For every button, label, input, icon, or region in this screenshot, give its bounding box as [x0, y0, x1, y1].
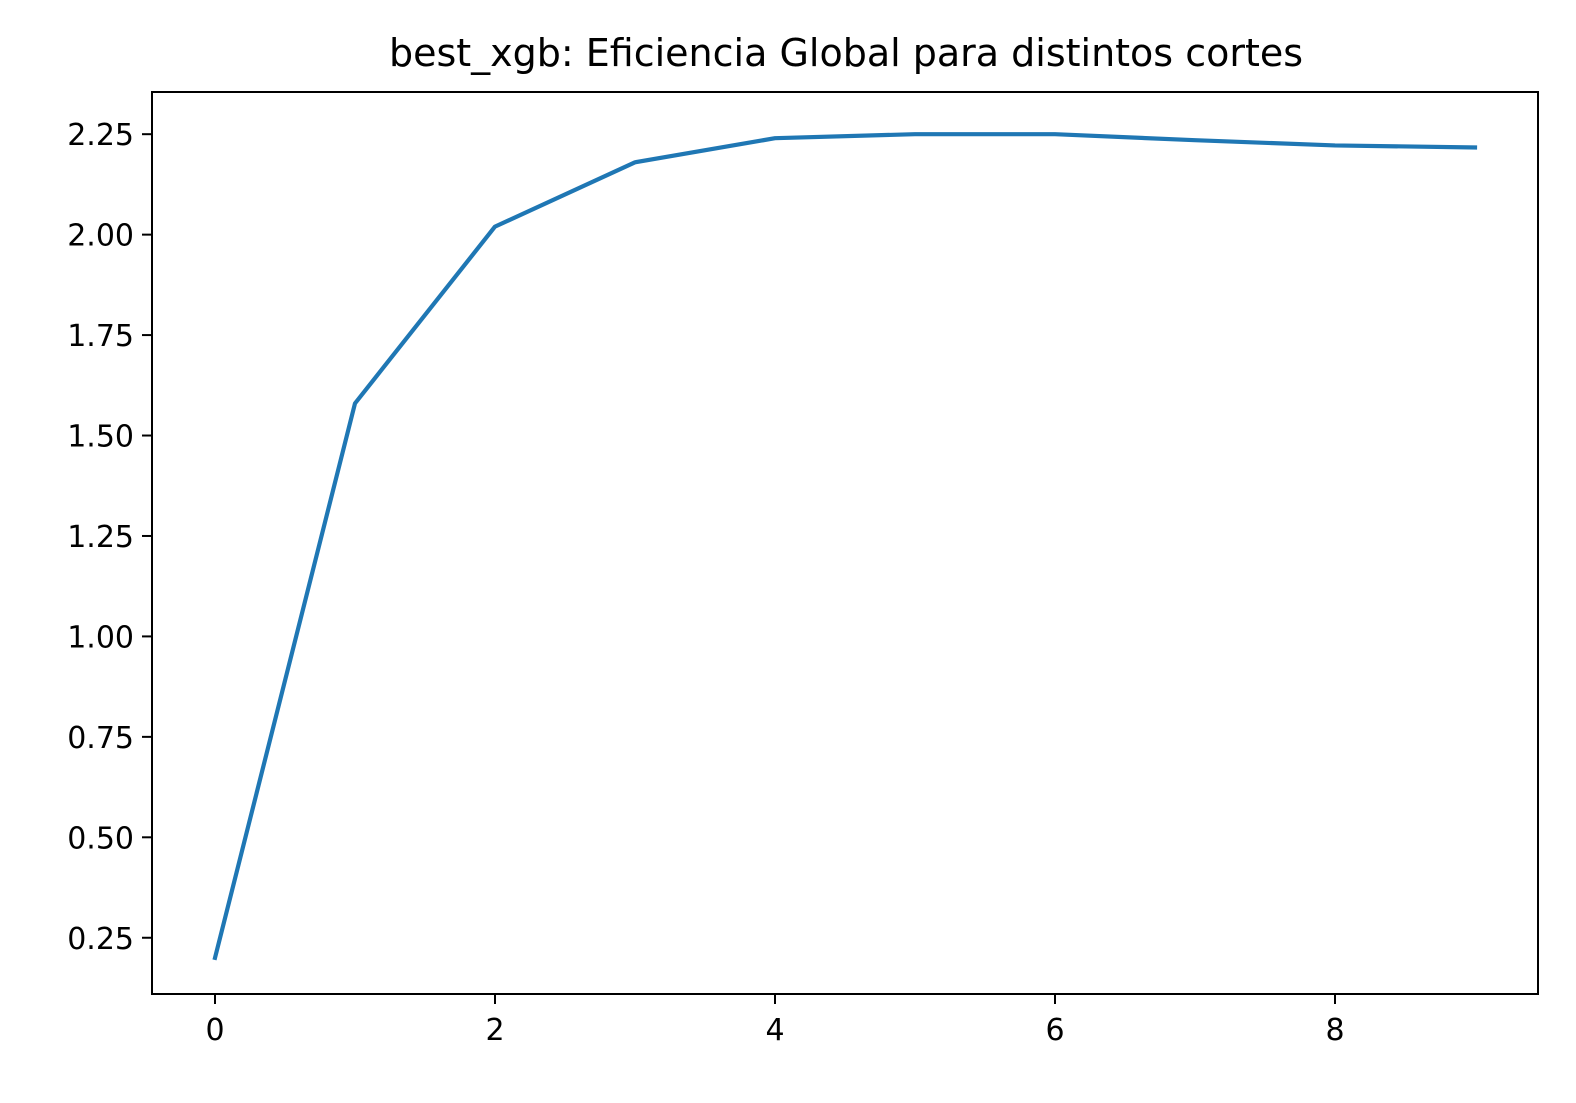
y-tick-label: 0.75 — [67, 721, 134, 756]
y-tick-label: 2.25 — [67, 118, 134, 153]
y-tick-label: 2.00 — [67, 219, 134, 254]
y-tick-label: 0.25 — [67, 922, 134, 957]
y-tick-label: 1.25 — [67, 520, 134, 555]
y-tick-label: 1.00 — [67, 620, 134, 655]
x-tick-label: 6 — [1045, 1013, 1064, 1048]
y-tick-label: 1.50 — [67, 420, 134, 455]
x-tick-label: 2 — [485, 1013, 504, 1048]
x-tick-label: 4 — [765, 1013, 784, 1048]
x-tick-label: 0 — [205, 1013, 224, 1048]
series-line-0 — [212, 132, 1478, 961]
y-tick-label: 1.75 — [67, 319, 134, 354]
x-tick-label: 8 — [1325, 1013, 1344, 1048]
chart-title: best_xgb: Eficiencia Global para distint… — [389, 31, 1303, 75]
y-tick-label: 0.50 — [67, 821, 134, 856]
axes-frame — [151, 91, 1539, 995]
plot-area: 0 2 4 6 8 0.25 0.50 0.75 1.00 1.25 1.50 1.75 2.00 2.2… — [67, 91, 1539, 1048]
